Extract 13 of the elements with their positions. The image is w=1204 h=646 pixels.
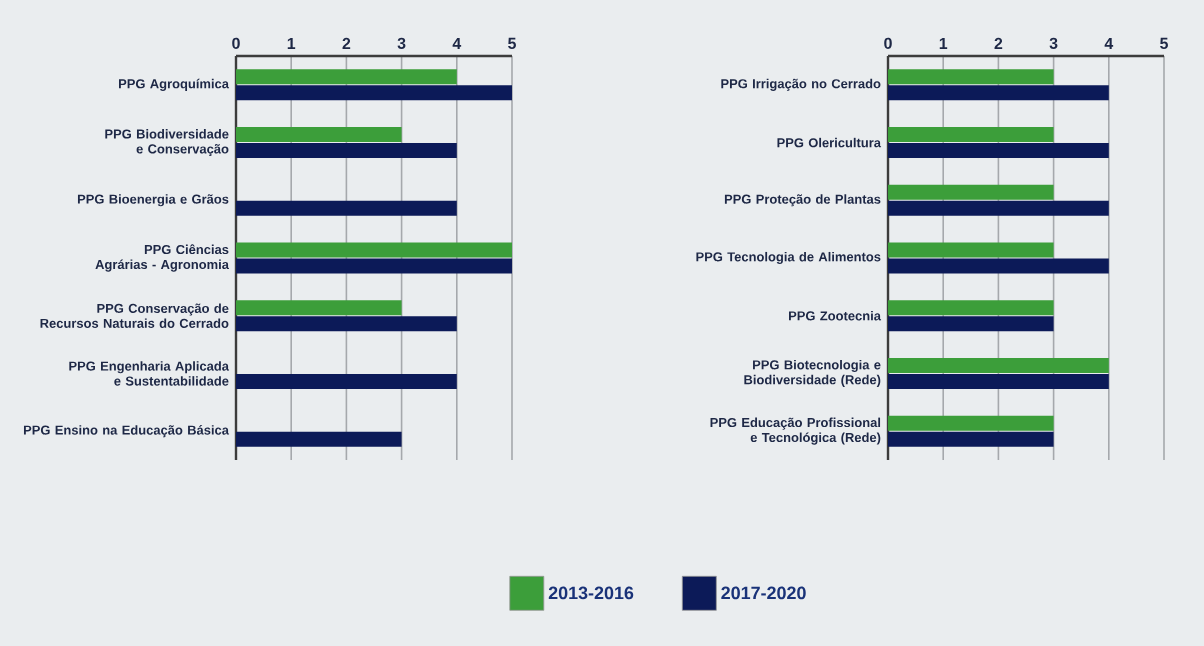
- bar: [236, 143, 457, 159]
- bar: [236, 200, 457, 216]
- bar: [236, 373, 457, 389]
- bar: [236, 300, 402, 316]
- bar: [236, 242, 512, 258]
- legend-label: 2017-2020: [721, 586, 806, 600]
- legend-label: 2013-2016: [548, 586, 634, 600]
- bar: [236, 316, 457, 332]
- bar: [236, 69, 457, 85]
- bar: [236, 258, 512, 274]
- bar: [236, 85, 512, 101]
- bar: [236, 127, 402, 143]
- bar: [236, 431, 402, 447]
